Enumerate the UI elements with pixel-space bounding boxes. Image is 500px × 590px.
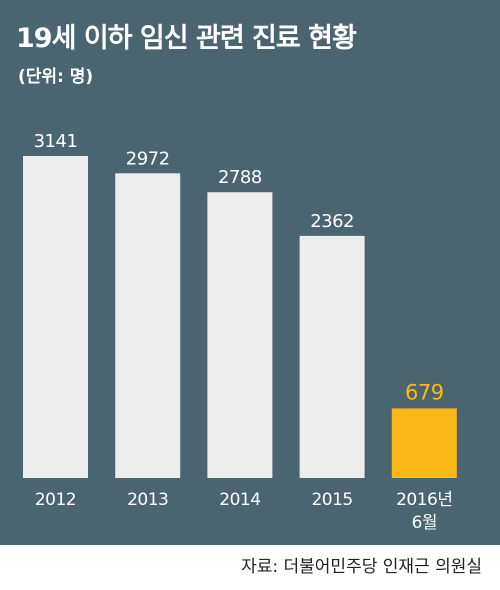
chart-subtitle: (단위: 명) [18,67,94,87]
category-label: 2014 [219,490,260,510]
data-label: 679 [405,380,444,404]
bar-2014 [207,192,273,478]
data-label: 2972 [126,148,170,169]
bar-2016년-6월 [391,408,457,478]
chart-title: 19세 이하 임신 관련 진료 현황 [16,23,357,54]
category-label: 2013 [127,490,168,510]
data-label: 3141 [34,131,78,152]
category-label: 2015 [311,490,352,510]
data-label: 2788 [218,167,262,188]
category-label: 6월 [412,513,437,533]
bar-2012 [23,156,88,478]
data-label: 2362 [310,211,354,232]
bar-2015 [299,235,365,478]
category-label: 2016년 [396,490,452,510]
source-note: 자료: 더불어민주당 인재근 의원실 [241,557,482,577]
category-label: 2012 [35,490,76,510]
bar-2013 [115,173,181,479]
bar-chart: 3141 2012 2972 2013 2788 2014 2362 2015 679 2016년… [23,131,457,533]
